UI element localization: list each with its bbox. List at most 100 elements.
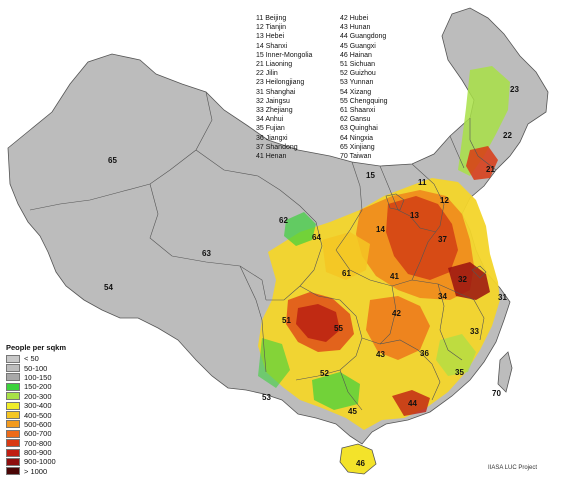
density-zone-pearl-delta [392,390,430,416]
legend-item: 400-500 [6,410,96,420]
province-code-entry: 36 Jiangxi [256,134,288,142]
label-46: 46 [356,459,365,468]
legend-swatch [6,448,20,457]
legend-swatch [6,439,20,448]
province-code-entry: 54 Xizang [340,88,372,96]
province-code-entry: 62 Gansu [340,116,371,124]
label-65: 65 [108,156,117,165]
legend-item: 600-700 [6,429,96,438]
label-21: 21 [486,165,495,174]
label-37: 37 [438,235,447,244]
province-code-entry: 42 Hubei [340,15,369,22]
density-zone-yunnan-green [258,338,290,388]
label-12: 12 [440,196,449,205]
legend-swatch [6,382,20,391]
legend-label: 400-500 [24,410,52,420]
density-zone-shaanxi [322,232,370,280]
label-15: 15 [366,171,375,180]
legend-item: 150-200 [6,382,96,391]
province-code-entry: 53 Yunnan [340,79,374,87]
province-code-entry: 43 Hunan [340,24,371,32]
label-62: 62 [279,216,288,225]
province-code-entry: 46 Hainan [340,51,372,59]
province-code-entry: 64 Ningxia [340,134,374,142]
label-33: 33 [470,327,479,336]
province-code-entry: 44 Guangdong [340,33,387,41]
province-code-entry: 37 Shandong [256,143,298,151]
legend-item: 50-100 [6,363,96,373]
legend-swatch [6,429,20,438]
legend-item: 800-900 [6,448,96,457]
province-code-entry: 55 Chengquing [340,97,388,105]
label-42: 42 [392,309,401,318]
hainan-island [339,443,377,475]
province-code-entry: 21 Liaoning [256,61,293,69]
legend-label: 900-1000 [24,457,56,467]
legend-item: 100-150 [6,373,96,382]
legend-label: 50-100 [24,363,48,373]
legend-swatch [6,364,20,373]
province-code-entry: 41 Henan [256,153,287,161]
province-code-entry: 13 Hebei [256,33,285,41]
legend-item: > 1000 [6,467,96,476]
density-zone-gansu-corridor [284,212,316,246]
province-code-list-right: 42 Hubei 43 Hunan 44 Guangdong 45 Guangxi 46… [340,14,388,161]
legend-swatch [6,373,20,382]
province-code-entry: 33 Zhejiang [256,107,293,115]
label-55: 55 [334,324,343,333]
label-52: 52 [320,369,329,378]
province-code-entry: 52 Guizhou [340,70,376,78]
province-labels: 23 22 21 15 14 11 12 13 37 62 64 61 41 3… [104,85,519,468]
province-boundaries [29,91,497,411]
label-23: 23 [510,85,519,94]
province-code-entry: 15 Inner-Mongolia [256,51,313,59]
legend-item: 700-800 [6,439,96,448]
label-11: 11 [418,178,427,187]
density-zone-guangxi-green [312,372,360,410]
legend-label: 700-800 [24,438,52,448]
label-61: 61 [342,269,351,278]
label-41: 41 [390,272,399,281]
legend-item: 200-300 [6,392,96,401]
label-22: 22 [503,131,512,140]
label-31: 31 [498,293,507,302]
label-45: 45 [348,407,357,416]
label-64: 64 [312,233,321,242]
legend-item: < 50 [6,354,96,363]
legend-label: 200-300 [24,391,52,401]
legend-label: 300-400 [24,401,52,411]
legend-label: 100-150 [24,372,52,382]
province-code-entry: 45 Guangxi [340,42,376,50]
legend-item: 900-1000 [6,457,96,466]
legend-label: > 1000 [24,466,48,476]
province-code-entry: 61 Shaanxi [340,107,376,115]
label-43: 43 [376,350,385,359]
density-zone-yangtze-delta [448,262,490,300]
province-code-entry: 63 Quinghai [340,125,378,133]
label-35: 35 [455,368,464,377]
province-code-entry: 35 Fujian [256,125,285,133]
label-14: 14 [376,225,385,234]
legend-swatch [6,392,20,401]
legend-label: 800-900 [24,448,52,458]
legend-swatch [6,420,20,429]
legend-item: 300-400 [6,401,96,410]
label-54: 54 [104,283,113,292]
legend-label: < 50 [24,354,39,364]
density-zone-hunan-hubei [366,296,430,360]
label-53: 53 [262,393,271,402]
density-zone-northeast [458,66,510,176]
province-code-entry: 70 Taiwan [340,153,372,161]
legend-title: People per sqkm [6,343,67,352]
province-code-entry: 65 Xinjiang [340,143,375,151]
legend-swatch [6,457,20,466]
legend-label: 600-700 [24,429,52,439]
legend-label: 500-600 [24,419,52,429]
label-63: 63 [202,249,211,258]
legend-swatch [6,467,20,476]
legend-swatch [6,354,20,363]
label-44: 44 [408,399,417,408]
province-code-entry: 34 Anhui [256,116,284,124]
taiwan-island [497,351,513,393]
